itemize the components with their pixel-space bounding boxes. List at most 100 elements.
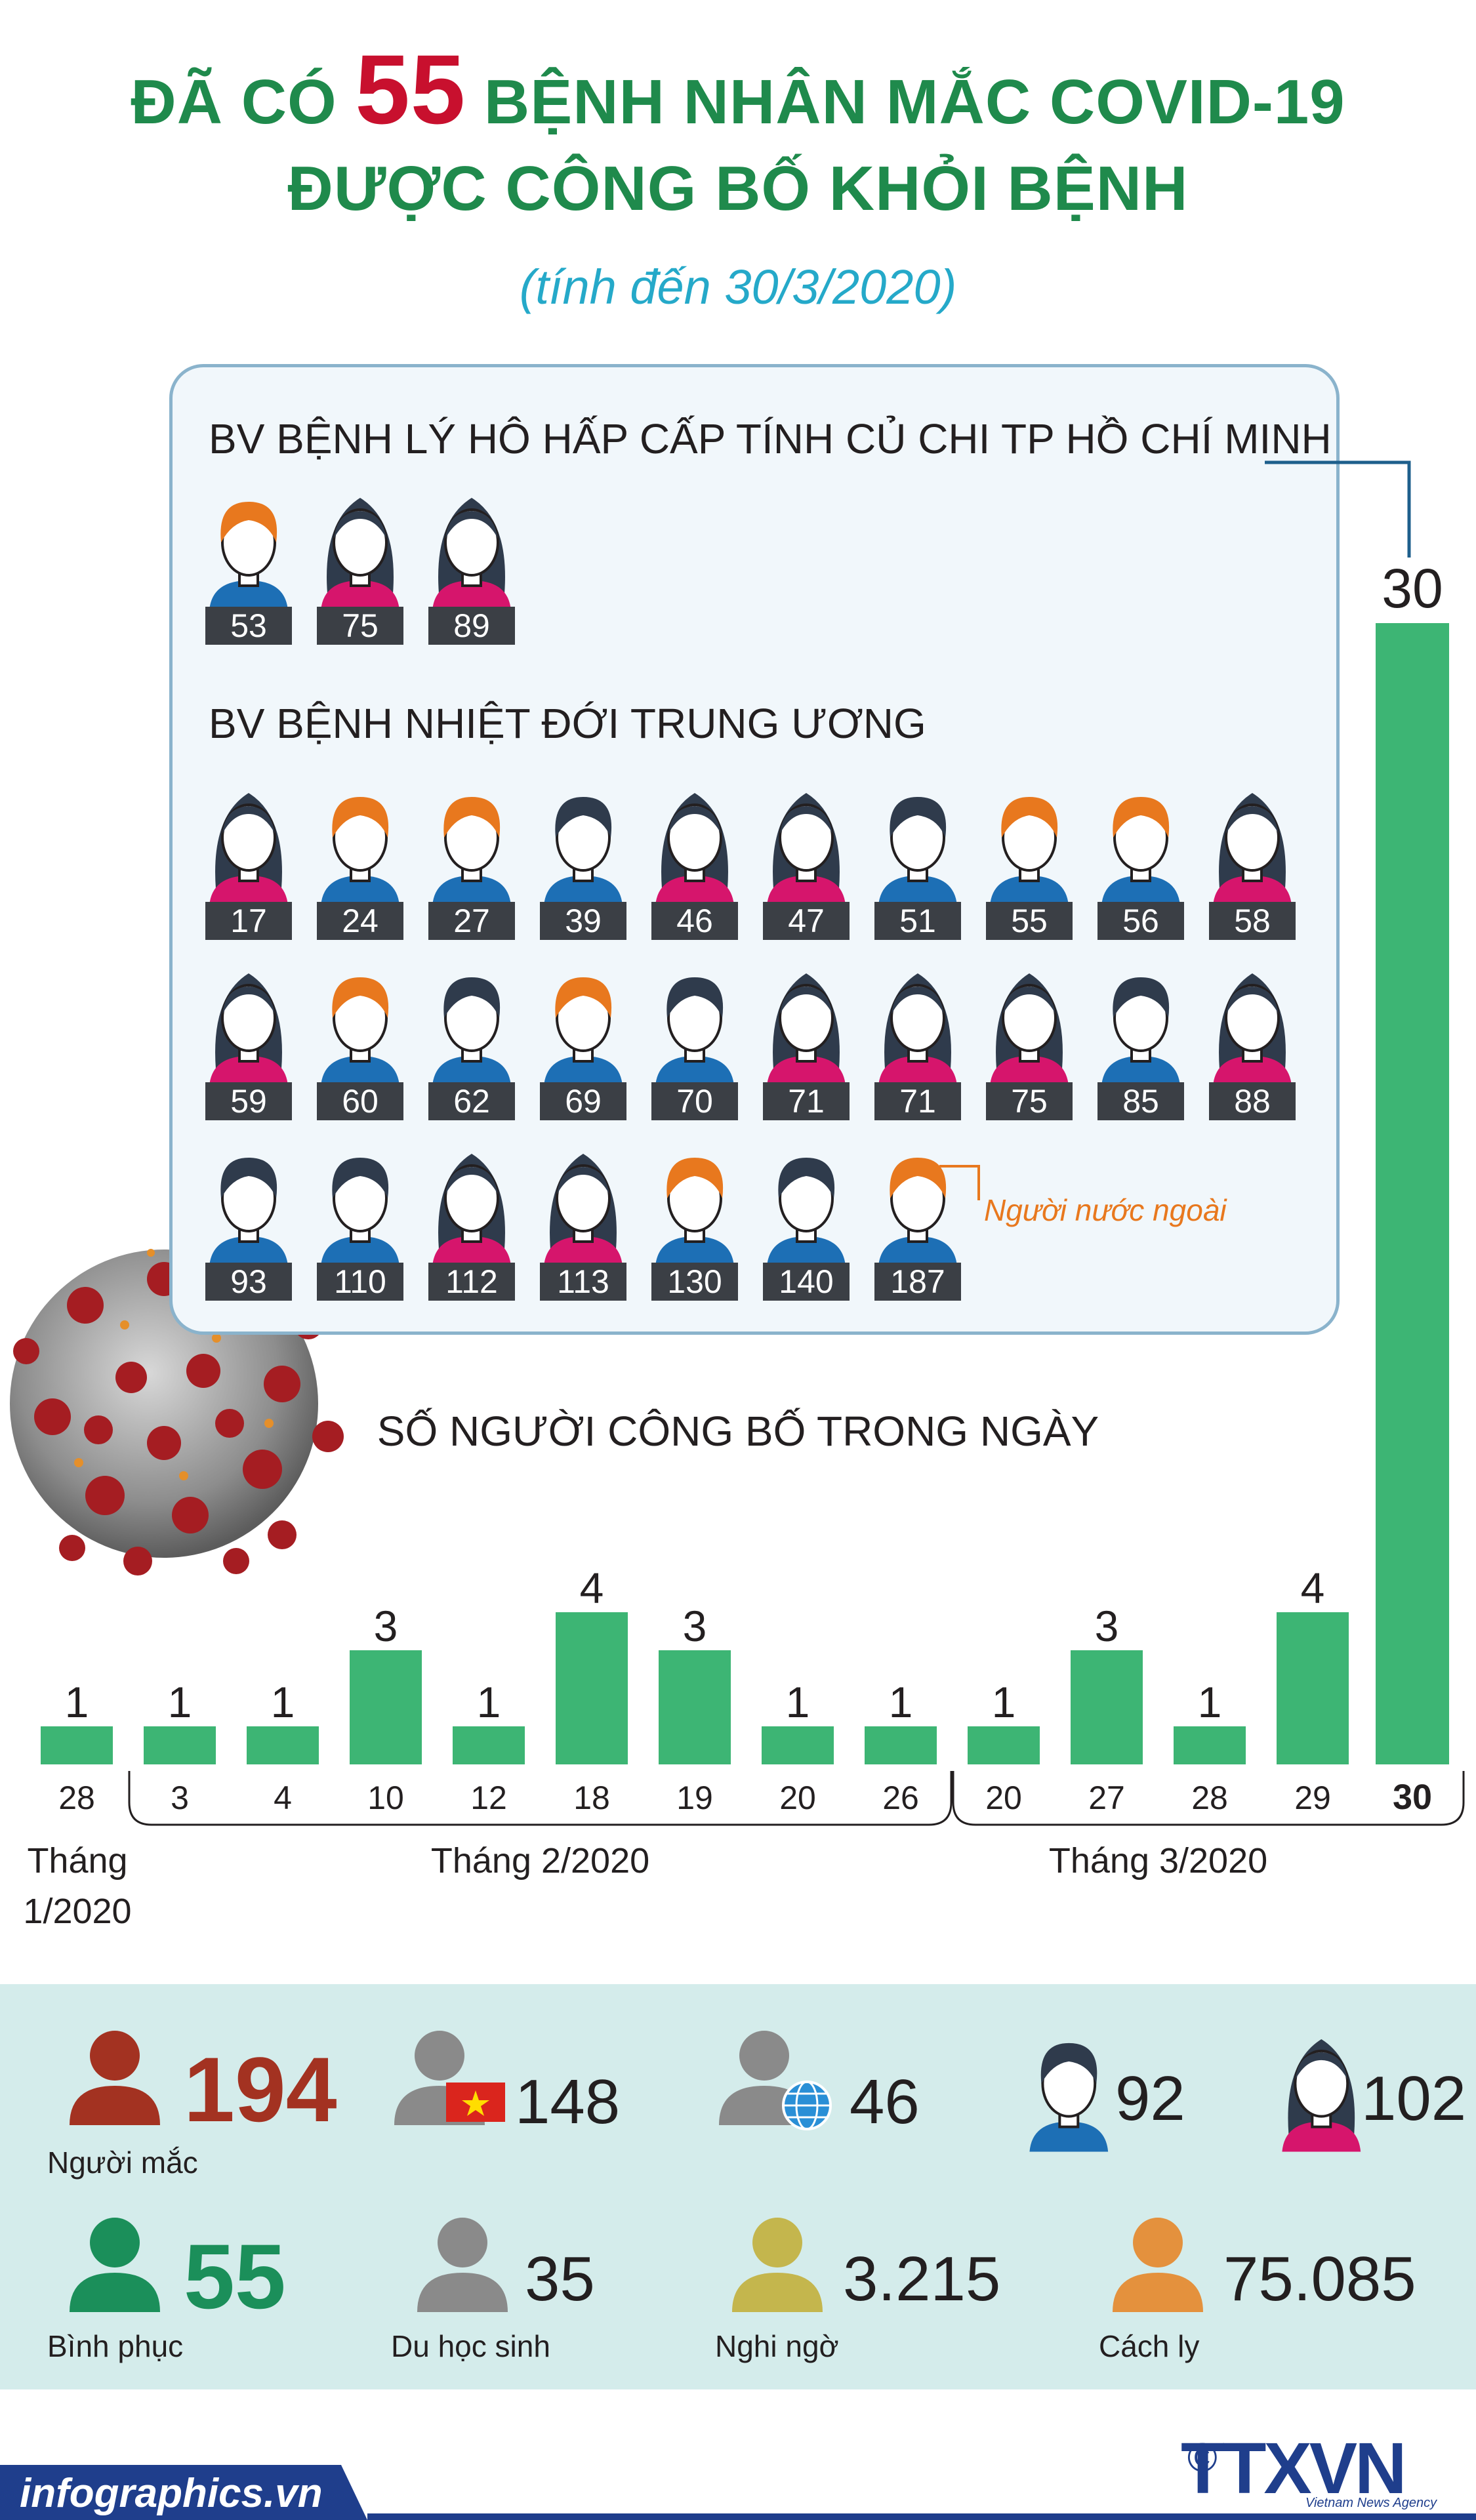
- bar: [350, 1650, 422, 1764]
- stat-value: 102: [1361, 2063, 1467, 2134]
- bar-value-label: 3: [683, 1602, 707, 1650]
- patient-figure: 71: [874, 958, 961, 1120]
- month-bracket: [128, 1771, 953, 1826]
- patient-figure: 39: [540, 777, 626, 940]
- month-bracket: [952, 1771, 1465, 1826]
- female-person-icon: [432, 498, 511, 611]
- stat-label: Cách ly: [1099, 2329, 1200, 2363]
- bar: [41, 1726, 113, 1764]
- male-person-icon: [544, 797, 623, 906]
- legend-foreign-label: Người nước ngoài: [984, 1193, 1227, 1227]
- male-person-icon: [767, 1158, 846, 1267]
- day-tick-label: 12: [470, 1779, 507, 1816]
- chart-title: SỐ NGƯỜI CÔNG BỐ TRONG NGÀY: [377, 1408, 1099, 1455]
- bar: [865, 1726, 937, 1764]
- bar-value-label: 3: [1095, 1602, 1119, 1650]
- person-icon: [728, 2214, 827, 2315]
- vietnam-flag-icon: [390, 2027, 505, 2128]
- patient-figure: 140: [763, 1138, 850, 1301]
- patient-figure: 58: [1209, 777, 1296, 940]
- male-person-icon: [321, 797, 400, 906]
- bar: [1277, 1612, 1349, 1764]
- page-subtitle: (tính đến 30/3/2020): [519, 260, 957, 314]
- bar-value-label: 4: [1301, 1564, 1325, 1612]
- patient-figure: 53: [205, 482, 292, 645]
- day-tick-label: 3: [171, 1779, 189, 1816]
- female-person-icon: [767, 973, 846, 1086]
- patient-figure: 75: [986, 958, 1073, 1120]
- stat-label: Bình phục: [47, 2329, 184, 2363]
- patient-figure: 88: [1209, 958, 1296, 1120]
- day-tick-label: 19: [676, 1779, 713, 1816]
- hospital-name-nhiet-doi: BV BỆNH NHIỆT ĐỚI TRUNG ƯƠNG: [209, 700, 926, 747]
- patient-number: 130: [651, 1263, 738, 1301]
- bar: [556, 1612, 628, 1764]
- cumulative-tick-label: 30: [1393, 1778, 1432, 1817]
- day-tick-label: 18: [573, 1779, 610, 1816]
- female-person-icon: [209, 973, 288, 1086]
- male-person-icon: [432, 797, 511, 906]
- female-icon: [1276, 2023, 1363, 2152]
- patient-number: 55: [986, 902, 1073, 940]
- patient-number: 113: [540, 1263, 626, 1301]
- person-icon: [1109, 2214, 1207, 2315]
- bar: [1174, 1726, 1246, 1764]
- patient-number: 46: [651, 902, 738, 940]
- bar: [247, 1726, 319, 1764]
- patient-number: 93: [205, 1263, 292, 1301]
- patient-figure: 89: [428, 482, 515, 645]
- month-label: Tháng 2/2020: [431, 1841, 649, 1880]
- female-person-icon: [432, 1154, 511, 1267]
- copyright-symbol: ©: [1187, 2435, 1218, 2481]
- female-person-icon: [878, 973, 957, 1086]
- footer-bar: [0, 2465, 1476, 2520]
- site-name[interactable]: infographics.vn: [20, 2471, 323, 2516]
- bar: [968, 1726, 1040, 1764]
- bar: [762, 1726, 834, 1764]
- patient-figure: 93: [205, 1138, 292, 1301]
- patient-number: 110: [317, 1263, 403, 1301]
- patient-number: 187: [874, 1263, 961, 1301]
- statistics-panel: [0, 1984, 1476, 2389]
- vietnam-flag-icon: [446, 2083, 505, 2122]
- cumulative-value-label: 30: [1382, 558, 1443, 619]
- bar: [1071, 1650, 1143, 1764]
- patient-figure: 24: [317, 777, 403, 940]
- patient-number: 56: [1097, 902, 1184, 940]
- patient-number: 89: [428, 607, 515, 645]
- day-tick-label: 4: [274, 1779, 292, 1816]
- day-tick-label: 27: [1088, 1779, 1125, 1816]
- patient-figure: 55: [986, 777, 1073, 940]
- connector-line: [1265, 460, 1411, 558]
- stat-value: 92: [1115, 2063, 1185, 2134]
- female-person-icon: [544, 1154, 623, 1267]
- patient-figure: 59: [205, 958, 292, 1120]
- female-person-icon: [209, 793, 288, 906]
- patient-number: 59: [205, 1082, 292, 1120]
- bar-value-label: 4: [580, 1564, 604, 1612]
- bar-value-label: 3: [374, 1602, 398, 1650]
- patient-figure: 46: [651, 777, 738, 940]
- person-icon: [413, 2214, 512, 2315]
- patient-figure: 187: [874, 1138, 961, 1301]
- hospital-name-cu-chi: BV BỆNH LÝ HÔ HẤP CẤP TÍNH CỦ CHI TP HỒ …: [209, 415, 1332, 462]
- title-number: 55: [355, 34, 466, 144]
- patient-number: 27: [428, 902, 515, 940]
- patient-figure: 60: [317, 958, 403, 1120]
- female-person-icon: [767, 793, 846, 906]
- patient-figure: 70: [651, 958, 738, 1120]
- patient-figure: 62: [428, 958, 515, 1120]
- bar: [453, 1726, 525, 1764]
- patient-number: 75: [317, 607, 403, 645]
- patient-figure: 130: [651, 1138, 738, 1301]
- patient-number: 71: [874, 1082, 961, 1120]
- legend-connector: [939, 1165, 980, 1200]
- male-person-icon: [990, 797, 1069, 906]
- patient-number: 17: [205, 902, 292, 940]
- patient-figure: 75: [317, 482, 403, 645]
- patient-number: 85: [1097, 1082, 1184, 1120]
- male-person-icon: [1101, 797, 1180, 906]
- patient-number: 53: [205, 607, 292, 645]
- globe-icon: [715, 2027, 832, 2130]
- patient-number: 39: [540, 902, 626, 940]
